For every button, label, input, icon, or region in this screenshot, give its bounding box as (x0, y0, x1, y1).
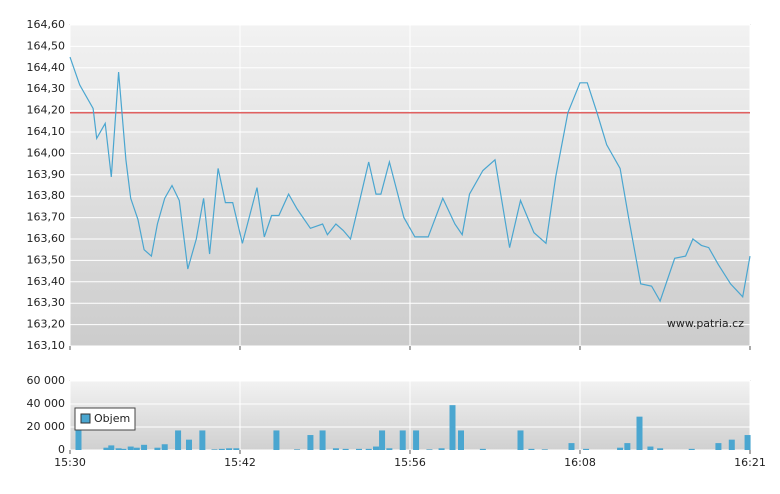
volume-bar (647, 446, 654, 450)
volume-bar (617, 447, 624, 450)
volume-bar (636, 416, 643, 450)
volume-bar (294, 449, 301, 450)
volume-bar (141, 444, 148, 450)
volume-bar (715, 443, 722, 450)
y-tick-label: 164,20 (27, 104, 66, 117)
volume-bar (133, 447, 140, 450)
volume-bar (386, 448, 393, 450)
legend-swatch (80, 413, 91, 424)
volume-bar (728, 439, 735, 450)
y-tick-label: 163,10 (27, 339, 66, 352)
volume-bar (154, 447, 161, 450)
y-tick-label: 163,70 (27, 211, 66, 224)
y-tick-label: 164,40 (27, 61, 66, 74)
volume-bar (186, 439, 192, 450)
volume-bar (399, 430, 406, 450)
volume-bar (517, 430, 524, 450)
watermark: www.patria.cz (667, 317, 744, 330)
price-line (69, 56, 751, 303)
volume-bar (75, 417, 82, 450)
volume-bar (426, 449, 433, 450)
volume-bar (568, 443, 575, 450)
y-tick-label: 163,60 (27, 232, 66, 245)
volume-bar (103, 447, 110, 450)
volume-bar (583, 448, 590, 450)
legend-label: Objem (94, 412, 130, 425)
volume-bar (379, 430, 386, 450)
y-tick-label: 20 000 (27, 420, 66, 433)
volume-bar (624, 443, 631, 450)
volume-bar (273, 430, 280, 450)
volume-bar (479, 448, 486, 450)
y-tick-label: 163,80 (27, 189, 66, 202)
volume-bar (744, 435, 751, 450)
volume-bar (688, 448, 695, 450)
volume-bar (307, 435, 314, 450)
y-tick-label: 40 000 (27, 397, 66, 410)
y-tick-label: 0 (58, 443, 65, 456)
volume-bar (458, 430, 464, 450)
volume-bar (413, 430, 420, 450)
x-tick-label: 16:21 (734, 456, 766, 469)
volume-bar (438, 448, 445, 450)
volume-bar (233, 448, 240, 450)
x-tick-label: 15:42 (224, 456, 256, 469)
volume-bar (127, 446, 134, 450)
y-tick-label: 164,00 (27, 146, 66, 159)
y-tick-label: 60 000 (27, 374, 66, 387)
x-tick-label: 15:56 (394, 456, 426, 469)
y-tick-label: 164,30 (27, 82, 66, 95)
x-tick-label: 16:08 (564, 456, 596, 469)
volume-bar (108, 445, 115, 450)
y-tick-label: 163,30 (27, 296, 66, 309)
volume-bar (199, 430, 206, 450)
volume-bar (161, 444, 168, 450)
x-tick-label: 15:30 (54, 456, 86, 469)
volume-bar (218, 448, 225, 450)
volume-bar (332, 448, 339, 450)
volume-bar (449, 405, 456, 450)
volume-bar (365, 448, 372, 450)
y-tick-label: 163,40 (27, 275, 66, 288)
y-tick-label: 164,50 (27, 39, 66, 52)
volume-bar (175, 430, 182, 450)
volume-bar (657, 448, 664, 450)
volume-bar (115, 448, 122, 450)
y-tick-label: 163,50 (27, 253, 66, 266)
volume-bar (226, 448, 233, 450)
y-tick-label: 164,60 (27, 18, 66, 31)
volume-bar (120, 448, 127, 450)
y-tick-label: 163,90 (27, 168, 66, 181)
volume-bar (211, 449, 218, 450)
volume-bar (319, 430, 326, 450)
y-tick-label: 164,10 (27, 125, 66, 138)
volume-bar (373, 446, 379, 450)
volume-bar (356, 448, 362, 450)
volume-bar (541, 449, 548, 450)
volume-bar (342, 448, 349, 450)
y-tick-label: 163,20 (27, 318, 66, 331)
volume-bar (528, 448, 535, 450)
